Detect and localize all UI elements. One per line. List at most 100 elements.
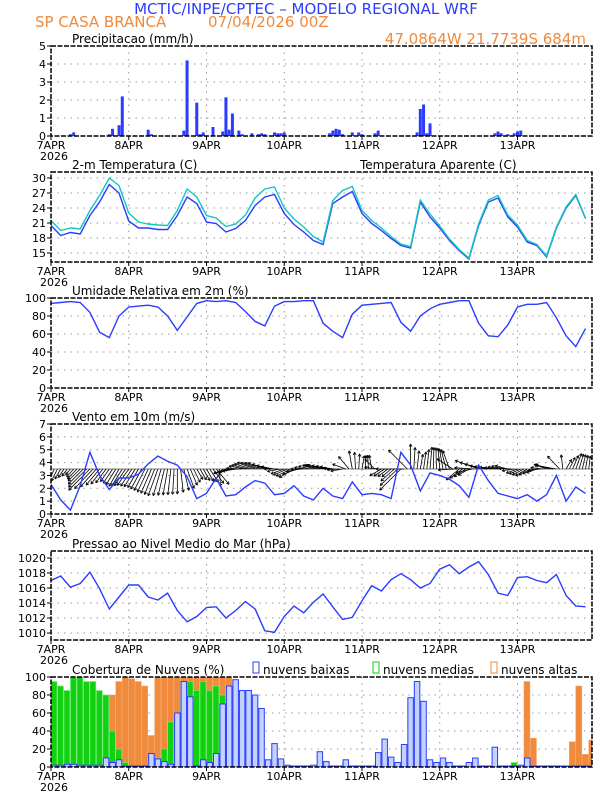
panel-title: Pressao ao Nivel Medio do Mar (hPa) [72,537,291,551]
wind-arrow-head [379,487,383,491]
precip-bar [198,134,202,136]
wind-arrow-head [572,457,576,461]
wind-arrow [572,455,579,470]
wind-arrow-head [140,490,144,494]
x-tick-label: 11APR [344,643,380,656]
wind-arrow-head [369,472,373,477]
cloud-bar-low [167,763,175,767]
wind-arrow-head [455,470,459,475]
precip-bar [519,130,523,136]
wind-arrow [157,468,165,496]
cloud-bar-high [154,677,161,767]
wind-arrow [140,468,152,494]
wind-arrow [432,447,435,470]
x-year-label: 2026 [40,276,68,289]
wind-arrow-head [522,471,526,475]
precip-bar [149,134,153,136]
precip-bar [331,130,335,136]
model-run: 07/04/2026 00Z [208,13,329,31]
cloud-bar-mid [51,681,58,767]
wind-arrow [80,468,97,488]
wind-arrow [116,468,130,486]
cloud-bar-high [530,737,537,767]
cloud-bar-mid [96,690,103,767]
wind-arrow-head [200,476,204,480]
wind-arrow-head [515,472,519,477]
wind-arrow-head [130,486,134,490]
wind-arrow-head [528,468,532,472]
cloud-bar-low [271,743,278,767]
cloud-bar-low [387,756,395,767]
wind-arrow-head [108,483,112,487]
wind-arrow-head [526,470,530,474]
wind-arrow [193,468,201,483]
y-tick-label: 5 [39,444,46,457]
cloud-bar-low [89,764,97,767]
wind-arrow-head [459,461,463,465]
cloud-bar-mid [160,748,168,767]
precip-bar [224,97,228,136]
precip-bar [263,134,267,136]
precip-bar [195,102,199,136]
wind-arrow [66,468,74,478]
cloud-bar-low [148,753,155,767]
legend-swatch-green [372,661,380,674]
legend-swatch-orange [490,661,498,674]
wind-arrow [206,468,214,482]
precip-bar [350,132,354,136]
wind-arrow [105,468,117,485]
plot-area [51,299,587,348]
cloud-bar-low [400,744,408,767]
y-tick-label: 1020 [18,552,46,565]
x-tick-label: 7APR [37,643,66,656]
wind-arrow [67,468,78,480]
y-tick-label: 1010 [18,627,46,640]
cloud-bar-low [439,757,447,767]
wind-arrow-head [228,464,233,469]
wind-arrow [388,449,408,470]
cloud-bar-high [128,678,135,767]
wind-arrow [484,467,499,470]
wind-arrow-head [68,487,72,491]
wind-arrow [588,455,591,470]
wind-arrow [189,468,198,486]
cloud-bar-mid [121,762,129,767]
cloud-bar-high [134,681,142,767]
cloud-bar-low [284,764,291,767]
panel-precip: 0 1 2 3 4 5 7APR 8APR 9APR 10APR 11APR 12APR 13APR 20… [37,32,593,163]
wind-arrow-head [197,479,201,483]
y-tick-label: 18 [32,232,46,245]
wind-arrow [90,468,104,485]
wind-arrow [323,467,337,470]
x-tick-label: 10APR [266,770,302,783]
wind-arrow-head [48,480,51,483]
cloud-bar-low [381,738,388,767]
y-tick-label: 0 [39,761,46,774]
cloud-bar-low [206,762,213,767]
x-tick-label: 13APR [500,139,536,152]
y-tick-label: 1 [39,495,46,508]
wind-arrow [298,465,311,470]
wind-arrow [423,451,427,470]
wind-arrow-head [57,474,62,478]
legend-label: nuvens altas [501,663,577,677]
wind-arrow [515,468,528,477]
wind-arrow [379,468,402,491]
cloud-bar-low [277,758,285,767]
wind-arrow-head [588,455,592,459]
precip-bar [221,131,225,136]
y-tick-label: 2 [39,482,46,495]
wind-arrow [436,458,453,470]
cloud-bar-low [102,757,110,767]
y-tick-label: 80 [32,310,46,323]
precip-bar [506,134,510,136]
precip-bar [341,134,345,136]
cloud-bar-mid [63,690,71,767]
wind-arrow [429,447,433,470]
cloud-bar-low [407,697,414,767]
wind-arrow-head [437,468,442,472]
precip-bar [337,129,341,136]
wind-arrow-head [290,467,294,471]
wind-arrow-head [74,485,78,490]
panel-title: Precipitacao (mm/h) [72,32,194,46]
